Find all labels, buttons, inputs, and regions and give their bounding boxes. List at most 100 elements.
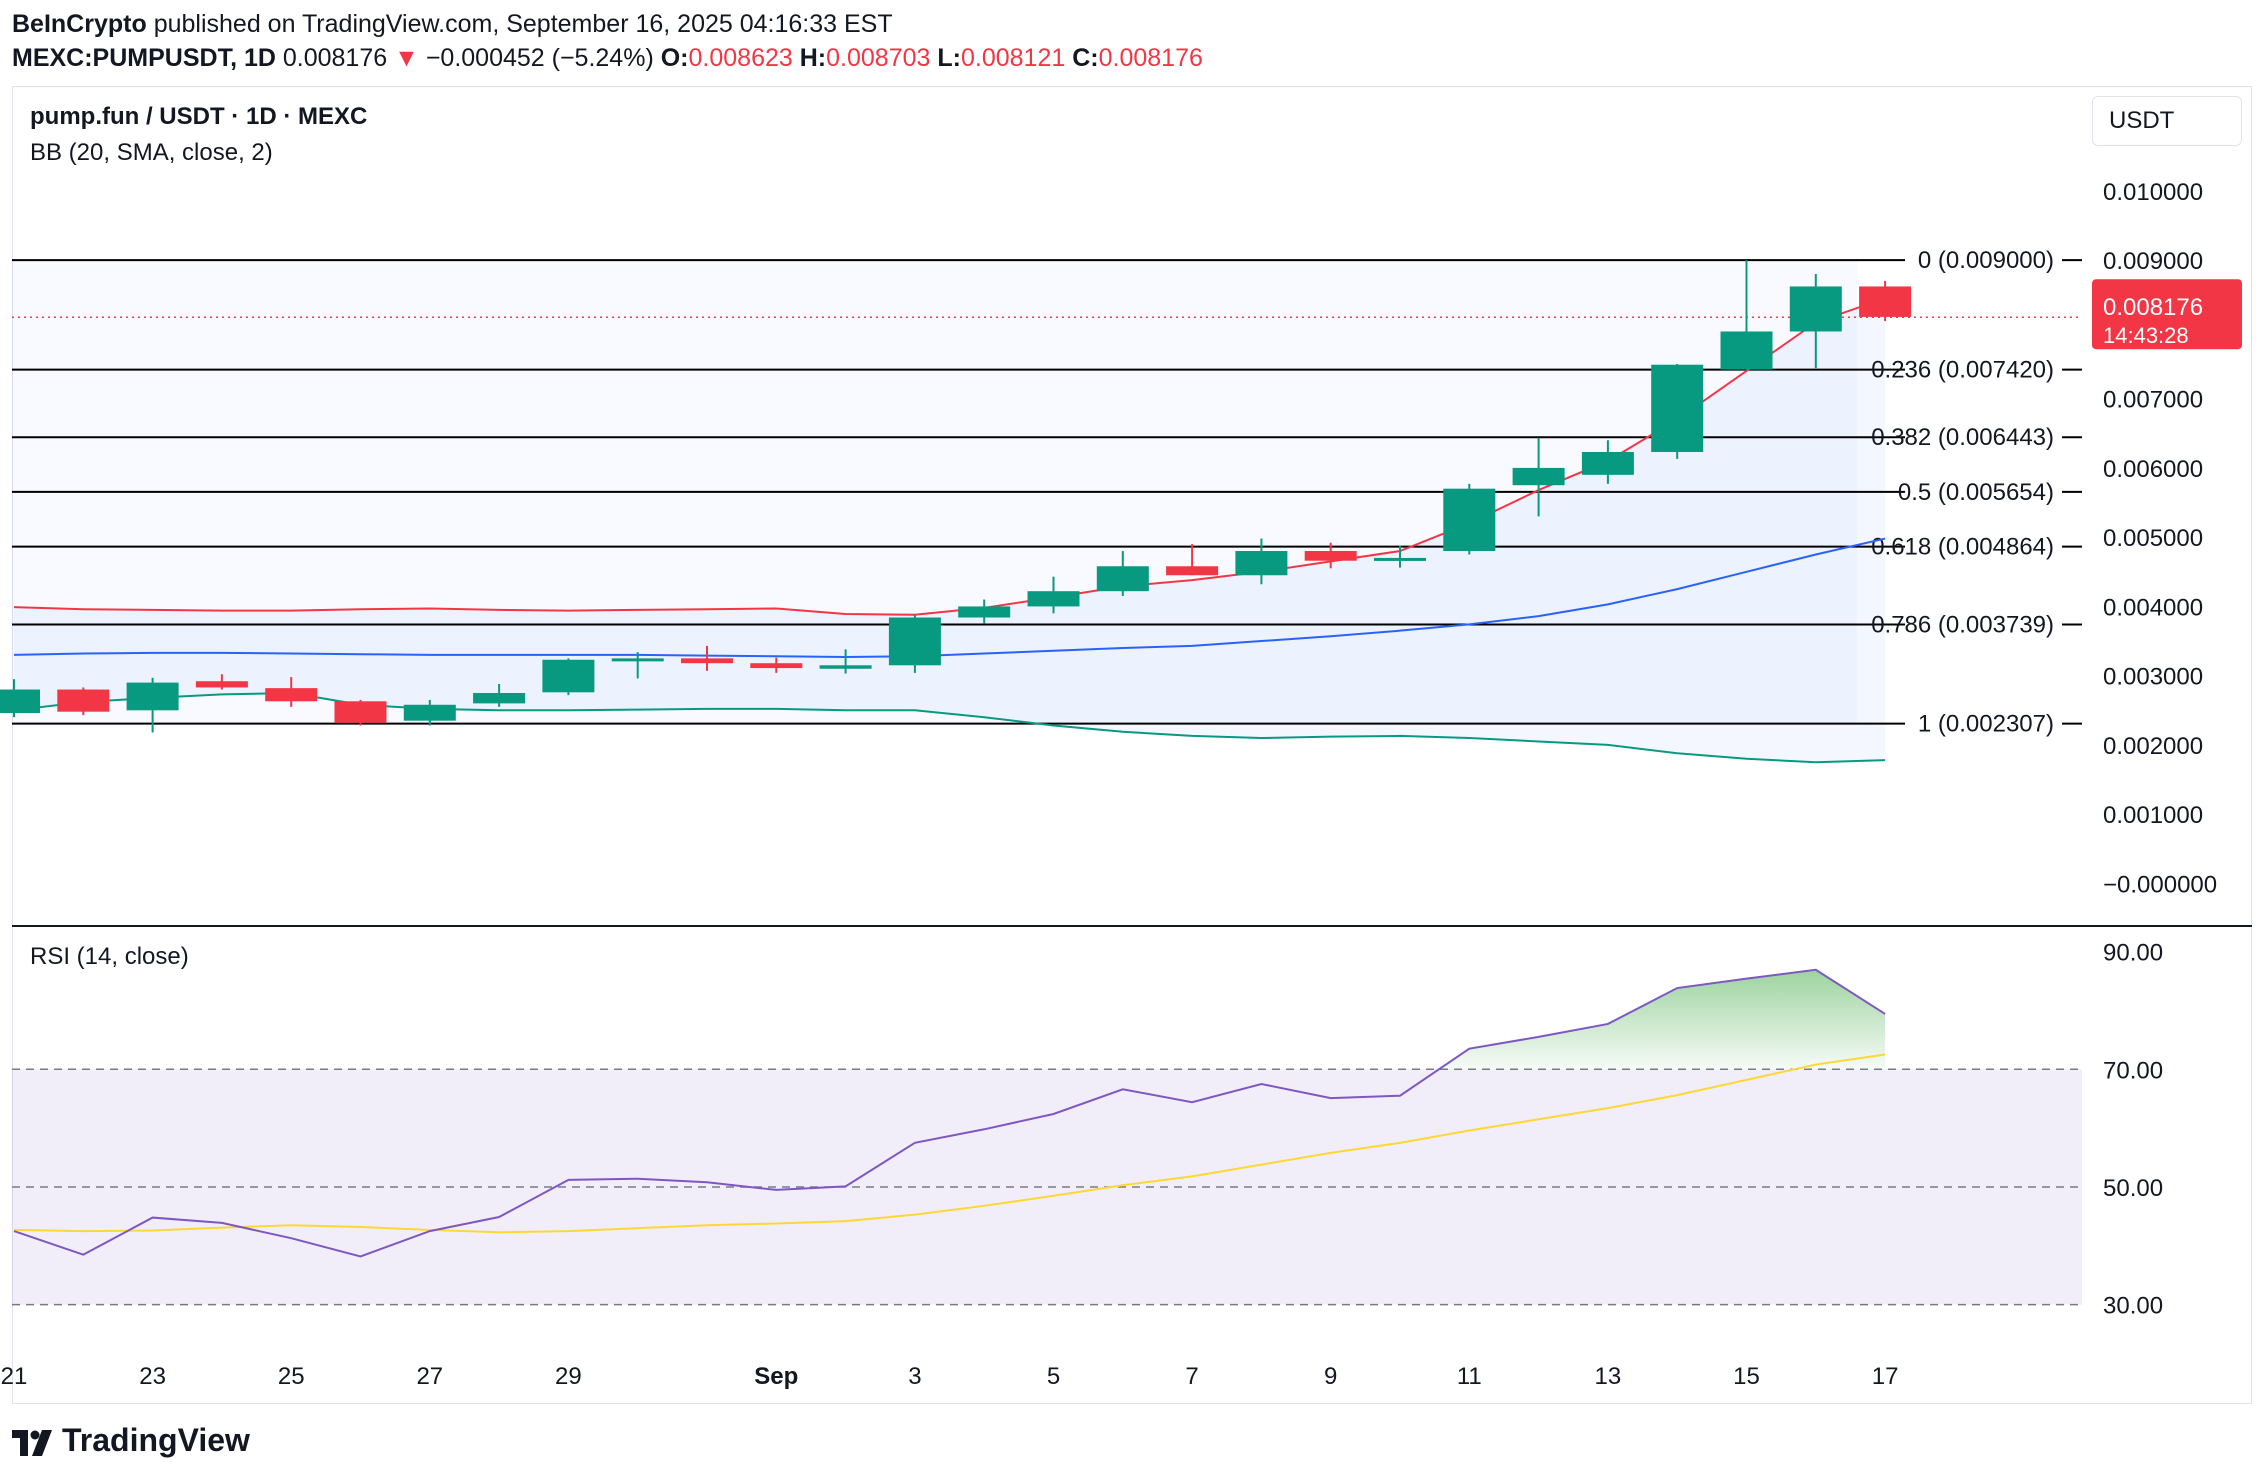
price-axis-tick: 0.007000 [2103,387,2203,414]
time-axis-tick: 21 [1,1363,28,1390]
candle [1166,544,1219,576]
candle-body [195,681,248,688]
bb-band-fill [14,298,1886,763]
candle [1720,260,1773,370]
candle [57,687,110,716]
candle-body [1512,467,1565,486]
candle-body [0,689,40,714]
low-label: L: [937,44,961,72]
candle [1651,364,1704,459]
candle [1512,438,1565,517]
candle [334,699,387,726]
fib-label-0: 0 (0.009000) [1918,247,2054,274]
price-axis-tick: 0.005000 [2103,525,2203,552]
candle [1443,483,1496,555]
rsi-axis-tick: 50.00 [2103,1175,2163,1202]
time-axis-tick: 17 [1872,1363,1899,1390]
candle-body [1651,364,1704,452]
candle-body [473,692,526,704]
candle-body [1789,286,1842,332]
rsi-axis-tick: 70.00 [2103,1057,2163,1084]
bb-indicator-label[interactable]: BB (20, SMA, close, 2) [30,139,273,166]
price-axis-tick: 0.002000 [2103,733,2203,760]
candle-body [750,663,803,669]
publish-info: BeInCrypto published on TradingView.com,… [12,8,893,40]
price-axis-tick: 0.004000 [2103,594,2203,621]
time-axis-tick: Sep [754,1363,798,1390]
rsi-indicator-label[interactable]: RSI (14, close) [30,943,189,970]
close-label: C: [1072,44,1099,72]
tradingview-logo[interactable]: TradingView [12,1420,250,1460]
candle-body [888,617,941,666]
candle-body [1581,451,1634,475]
fib-label-0.618: 0.618 (0.004864) [1871,534,2054,561]
price-axis-tick: 0.006000 [2103,456,2203,483]
currency-unit-button[interactable]: USDT [2092,96,2242,146]
open-label: O: [660,44,689,72]
time-axis-tick: 7 [1185,1363,1198,1390]
brand-name: TradingView [62,1422,250,1458]
candle-body [265,688,318,702]
candle [0,679,40,718]
candle [265,677,318,707]
candle-body [1096,566,1149,592]
publisher-name: BeInCrypto [12,10,147,38]
fib-label-0.5: 0.5 (0.005654) [1898,479,2054,506]
candle [750,657,803,673]
open-value: 0.008623 [688,44,793,72]
candle [1304,542,1357,569]
rsi-ma-line [13,1053,1886,1234]
time-axis-tick: 23 [139,1363,166,1390]
tradingview-logo-icon [12,1429,52,1456]
candle-body [611,658,664,662]
rsi-line [13,968,1886,1258]
candle [126,677,179,733]
candle [542,658,595,696]
published-text: published on TradingView.com, September … [153,10,893,38]
time-axis-tick: 9 [1324,1363,1337,1390]
candle-body [819,665,872,669]
fib-label-0.786: 0.786 (0.003739) [1871,611,2054,638]
candle-body [1304,551,1357,561]
candle [681,645,733,671]
chart-frame [12,86,2252,1404]
time-axis-tick: 11 [1457,1363,1482,1390]
candle-body [1374,557,1426,561]
candle-body [1027,591,1080,607]
price-axis-tick: −0.000000 [2103,871,2217,898]
last-price-countdown: 14:43:28 [2103,323,2189,348]
last-price: 0.008176 [282,44,388,72]
candle-body [1859,286,1912,317]
candle [1235,538,1288,585]
time-axis-tick: 25 [278,1363,305,1390]
price-axis-tick: 0.009000 [2103,248,2203,275]
rsi-axis-tick: 90.00 [2103,940,2163,967]
symbol-label: MEXC:PUMPUSDT, 1D [12,44,276,72]
low-value: 0.008121 [960,44,1066,72]
price-axis-tick: 0.003000 [2103,664,2203,691]
candle [1374,545,1426,568]
candle [1027,576,1080,614]
price-axis-tick: 0.010000 [2103,179,2203,206]
main-pane-title: pump.fun / USDT · 1D · MEXC [30,103,368,130]
candle [819,649,872,674]
candle-body [126,682,179,711]
candle-body [681,658,733,664]
last-price-badge-value: 0.008176 [2103,294,2203,321]
candle-body [1235,551,1288,576]
candle-body [1720,331,1773,370]
candle [403,699,456,726]
fib-label-0.382: 0.382 (0.006443) [1871,424,2054,451]
bb-lower-line [13,691,1886,764]
high-value: 0.008703 [826,44,931,72]
time-axis-tick: 3 [908,1363,921,1390]
time-axis-tick: 13 [1595,1363,1622,1390]
candle [473,683,526,707]
fib-label-0.236: 0.236 (0.007420) [1871,357,2054,384]
candle-body [403,704,456,721]
time-axis-tick: 27 [416,1363,443,1390]
bb-basis-line [13,537,1886,658]
time-axis-tick: 29 [555,1363,582,1390]
fib-label-1: 1 (0.002307) [1918,711,2054,738]
